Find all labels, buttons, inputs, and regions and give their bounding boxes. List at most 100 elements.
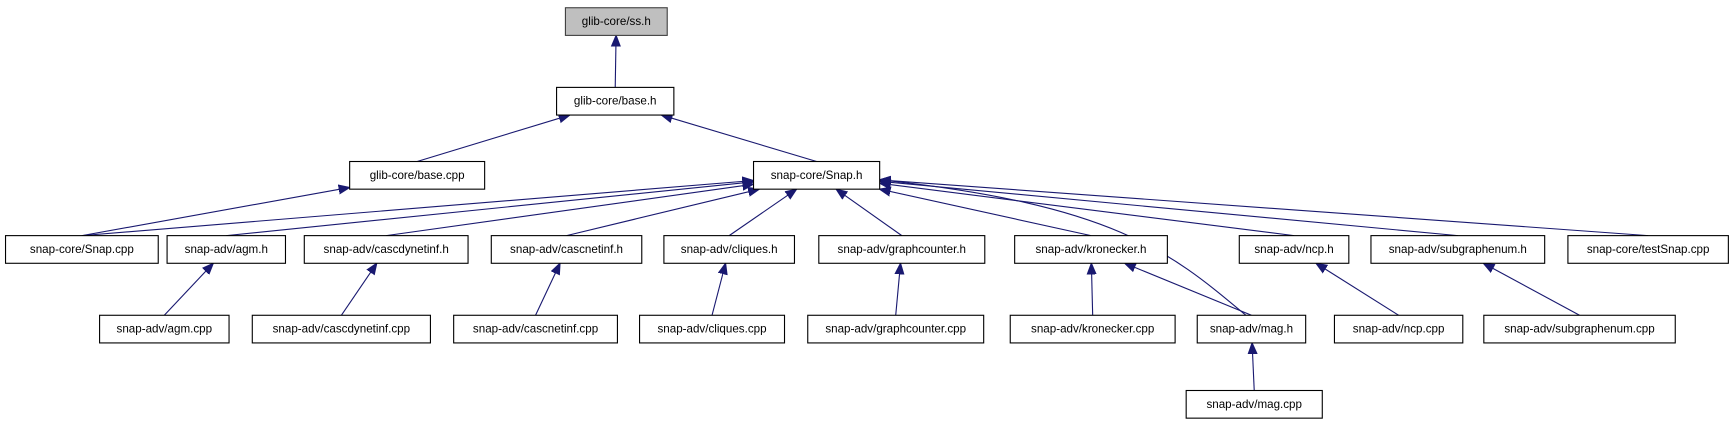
node-box (1196, 314, 1307, 344)
node-kronecker-h[interactable]: snap-adv/kronecker.h (1014, 235, 1168, 264)
node-box (1567, 235, 1729, 264)
node-label: snap-adv/kronecker.cpp (1031, 323, 1154, 336)
node-agm-cpp[interactable]: snap-adv/agm.cpp (99, 314, 230, 344)
edge-ncp-h-to-snap-h (880, 183, 1295, 237)
edge-snap-cpp-to-snap-h (81, 181, 754, 237)
node-box (1014, 235, 1168, 264)
node-box (349, 160, 486, 190)
node-box (1483, 314, 1676, 344)
edge-cliques-cpp-to-cliques-h (711, 263, 726, 316)
node-snap-cpp[interactable]: snap-core/Snap.cpp (4, 235, 159, 264)
node-box (1333, 314, 1464, 344)
node-label: snap-adv/agm.h (185, 243, 268, 256)
node-label: snap-core/testSnap.cpp (1587, 243, 1710, 256)
edge-snap-h-to-base-h (661, 115, 817, 163)
node-box (251, 314, 431, 344)
edge-mag-cpp-to-mag-h (1252, 343, 1254, 391)
edge-kronecker-cpp-to-kronecker-h (1091, 263, 1092, 316)
node-cliques-h[interactable]: snap-adv/cliques.h (663, 235, 796, 264)
node-box (4, 235, 159, 264)
edge-cascnet-cpp-to-cascnet-h (535, 263, 560, 316)
edge-kronecker-h-to-snap-h (880, 189, 1092, 237)
node-box (556, 86, 675, 116)
node-label: glib-core/base.h (574, 95, 657, 108)
edge-graphcounter-h-to-snap-h (836, 189, 903, 237)
node-ss[interactable]: glib-core/ss.h (564, 7, 668, 36)
node-testsnap-cpp[interactable]: snap-core/testSnap.cpp (1567, 235, 1729, 264)
node-mag-h[interactable]: snap-adv/mag.h (1196, 314, 1307, 344)
node-agm-h[interactable]: snap-adv/agm.h (166, 235, 287, 264)
node-box (639, 314, 786, 344)
node-label: snap-adv/ncp.cpp (1353, 323, 1445, 336)
node-mag-cpp[interactable]: snap-adv/mag.cpp (1185, 389, 1323, 419)
edge-ncp-cpp-to-ncp-h (1316, 263, 1399, 316)
node-box (1370, 235, 1546, 264)
edge-mag-h-to-snap-h (880, 180, 1247, 316)
node-label: snap-adv/mag.h (1210, 323, 1293, 336)
node-label: snap-adv/cascdynetinf.cpp (273, 323, 410, 336)
node-cascnet-h[interactable]: snap-adv/cascnetinf.h (490, 235, 643, 264)
edge-cascdyn-cpp-to-cascdyn-h (340, 263, 376, 316)
edge-agm-cpp-to-agm-h (163, 263, 213, 316)
edge-snap-cpp-to-base-cpp (81, 187, 350, 237)
node-label: snap-adv/cascnetinf.cpp (473, 323, 598, 336)
node-box (166, 235, 287, 264)
node-label: snap-adv/graphcounter.h (838, 243, 966, 256)
node-cascdyn-h[interactable]: snap-adv/cascdynetinf.h (303, 235, 469, 264)
node-label: snap-adv/agm.cpp (117, 323, 213, 336)
nodes: glib-core/ss.h glib-core/base.h glib-core/… (4, 7, 1729, 419)
node-box (99, 314, 230, 344)
node-label: glib-core/base.cpp (370, 169, 465, 182)
node-label: snap-adv/subgraphenum.cpp (1504, 323, 1654, 336)
node-box (490, 235, 643, 264)
node-box (1185, 389, 1323, 419)
node-ncp-h[interactable]: snap-adv/ncp.h (1238, 235, 1350, 264)
node-label: snap-adv/cliques.h (681, 243, 778, 256)
node-base-h[interactable]: glib-core/base.h (556, 86, 675, 116)
node-box (453, 314, 618, 344)
node-kronecker-cpp[interactable]: snap-adv/kronecker.cpp (1009, 314, 1176, 344)
node-label: snap-core/Snap.cpp (30, 243, 134, 256)
edge-subgraphenum-h-to-snap-h (880, 181, 1458, 237)
node-ncp-cpp[interactable]: snap-adv/ncp.cpp (1333, 314, 1464, 344)
node-box (818, 235, 986, 264)
node-label: snap-adv/ncp.h (1254, 243, 1333, 256)
node-label: snap-adv/cliques.cpp (657, 323, 766, 336)
node-subgraphenum-h[interactable]: snap-adv/subgraphenum.h (1370, 235, 1546, 264)
node-label: snap-adv/subgraphenum.h (1389, 243, 1527, 256)
node-box (1238, 235, 1350, 264)
edge-base-cpp-to-base-h (416, 115, 570, 163)
node-label: snap-adv/kronecker.h (1036, 243, 1147, 256)
node-label: glib-core/ss.h (582, 15, 651, 28)
node-label: snap-adv/graphcounter.cpp (825, 323, 966, 336)
edge-cascnet-h-to-snap-h (566, 189, 760, 237)
edge-agm-h-to-snap-h (226, 182, 753, 237)
edges (81, 35, 1649, 391)
edge-cascdyn-h-to-snap-h (386, 184, 753, 237)
edge-testsnap-cpp-to-snap-h (880, 180, 1649, 237)
node-label: snap-adv/cascdynetinf.h (324, 243, 449, 256)
node-box (807, 314, 985, 344)
edge-graphcounter-cpp-to-graphcounter-h (896, 263, 901, 316)
node-box (1009, 314, 1176, 344)
edge-mag-h-to-kronecker-h (1125, 263, 1252, 316)
node-label: snap-adv/cascnetinf.h (510, 243, 623, 256)
node-box (303, 235, 469, 264)
edge-base-h-to-ss (615, 35, 616, 88)
node-base-cpp[interactable]: glib-core/base.cpp (349, 160, 486, 190)
node-graphcounter-h[interactable]: snap-adv/graphcounter.h (818, 235, 986, 264)
node-label: snap-adv/mag.cpp (1206, 398, 1302, 411)
node-label: snap-core/Snap.h (771, 169, 863, 182)
edge-cliques-h-to-snap-h (728, 189, 796, 237)
node-cascnet-cpp[interactable]: snap-adv/cascnetinf.cpp (453, 314, 618, 344)
node-subgraphenum-cpp[interactable]: snap-adv/subgraphenum.cpp (1483, 314, 1676, 344)
node-snap-h[interactable]: snap-core/Snap.h (752, 160, 881, 190)
node-cascdyn-cpp[interactable]: snap-adv/cascdynetinf.cpp (251, 314, 431, 344)
node-box (564, 7, 668, 36)
node-box (663, 235, 796, 264)
node-graphcounter-cpp[interactable]: snap-adv/graphcounter.cpp (807, 314, 985, 344)
edge-subgraphenum-cpp-to-subgraphenum-h (1483, 263, 1580, 316)
node-box (752, 160, 881, 190)
node-cliques-cpp[interactable]: snap-adv/cliques.cpp (639, 314, 786, 344)
